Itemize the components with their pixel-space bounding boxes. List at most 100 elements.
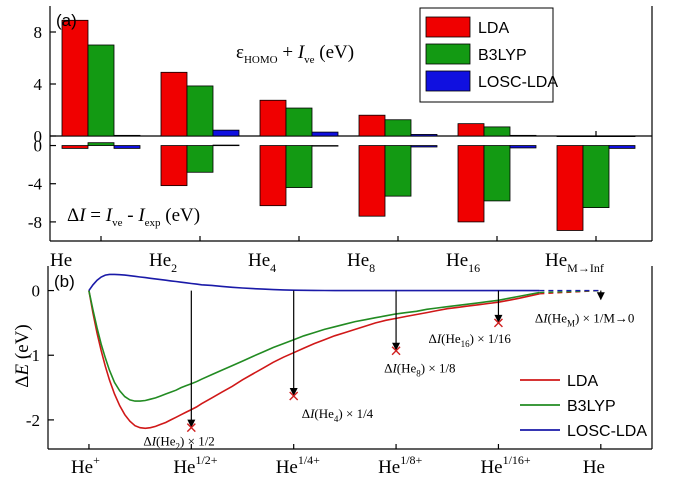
panel-b-arrow-head [289, 387, 298, 396]
panel-b-ticks: 0 -1 -2 [26, 282, 602, 449]
panel-b-lines [88, 273, 601, 430]
panel-a-bottom-bar-lda-he2 [160, 145, 188, 187]
panel-a-top-bar-lda-he4 [259, 99, 287, 137]
panel-b-line-losc-lda [88, 273, 540, 292]
panel-b-line-lda [88, 290, 540, 430]
panel-a-top-bar-losc-lda-he4 [311, 131, 339, 137]
panel-b-ytick-label: 0 [32, 282, 41, 301]
panel-a-bottom-bar-lda-he4 [259, 145, 287, 207]
panel-b-y-label: ΔE (eV) [12, 324, 33, 387]
panel-a-category-he16: He16 [446, 250, 480, 275]
panel-a-bottom-bar-b3lyp-he8 [384, 145, 412, 197]
panel-a-bottom-bar-b3lyp-he16 [483, 145, 511, 202]
panel-b-label: (b) [54, 272, 75, 291]
panel-a-legend: LDA B3LYP LOSC-LDA [419, 7, 558, 103]
panel-b-arrow-head [596, 292, 605, 301]
panel-a-top-ytick-label: 4 [34, 75, 43, 94]
panel-a-top-title: εHOMO + Ive (eV) [236, 42, 354, 66]
panel-b-arrow-head [187, 419, 196, 428]
panel-a-bottom-bar-lda-he8 [358, 145, 386, 217]
panel-a-top-bar-losc-lda-he8 [410, 134, 438, 137]
panel-a-bottom-bar-losc-lda-he4 [311, 145, 339, 147]
panel-a-bottom-bar-losc-lda-he16 [509, 145, 537, 149]
panel-b-category-4: He1/16+ [480, 453, 530, 478]
panel-a-top-bar-losc-lda-he2 [212, 129, 240, 137]
panel-a-top: 0 4 8 (a) εHOMO + Ive (eV) LDA B3LYP LOSC-… [34, 6, 653, 146]
panel-b-dashed-b3lyp [539, 289, 601, 294]
panel-a-bottom: 0-4-8 ΔI = Ive - Iexp (eV) He He2 He4 He8 He… [28, 136, 653, 275]
panel-b-arrow-label-3: ΔI(He16) × 1/16 [428, 331, 511, 349]
panel-b-arrows: ΔI(He2) × 1/2 ΔI(He4) × 1/4 ΔI(He8) × 1/8 Δ… [143, 290, 635, 452]
panel-a-category-he: He [50, 250, 72, 271]
panel-b: 0 -1 -2 ΔI(He2) × 1/2 ΔI(He4) × 1/4 ΔI(He8) … [12, 266, 653, 478]
panel-a-bottom-bar-b3lyp-hem-inf [582, 145, 610, 208]
panel-a-top-bar-b3lyp-he4 [285, 107, 313, 137]
panel-a-top-bar-lda-he8 [358, 114, 386, 137]
panel-b-arrow-label-4: ΔI(HeM) × 1/M→0 [535, 310, 635, 328]
panel-b-category-labels: He+ He1/2+ He1/4+ He1/8+ He1/16+ He [71, 453, 605, 478]
panel-b-cross-marker [493, 318, 503, 328]
legend-label-b3lyp: B3LYP [478, 47, 527, 64]
legend-b-label-losc: LOSC-LDA [567, 423, 647, 440]
panel-a-top-bar-losc-lda-he [113, 134, 141, 137]
legend-swatch-lda [425, 16, 471, 38]
panel-a-bottom-ytick-label: -8 [28, 213, 42, 232]
panel-a-bottom-bar-losc-lda-hem-inf [608, 145, 636, 149]
panel-a-bottom-bars [61, 142, 636, 231]
legend-swatch-b3lyp [425, 43, 471, 65]
legend-label-lda: LDA [478, 20, 509, 37]
legend-label-losc: LOSC-LDA [478, 74, 558, 91]
panel-a-bottom-bar-lda-hem-inf [556, 145, 584, 231]
panel-a-top-bars [61, 19, 636, 138]
panel-b-cross-marker [289, 391, 299, 401]
panel-a-top-bar-b3lyp-he2 [186, 85, 214, 137]
panel-a-top-bar-lda-he2 [160, 71, 188, 137]
panel-a-bottom-ytick-label: 0 [34, 137, 43, 156]
panel-a-top-bar-b3lyp-he [87, 44, 115, 137]
panel-b-arrow-head [392, 342, 401, 351]
panel-a-bottom-bar-losc-lda-he2 [212, 144, 240, 147]
panel-a-top-bar-losc-lda-hem-inf [608, 135, 636, 138]
panel-a-bottom-bar-b3lyp-he2 [186, 145, 214, 173]
panel-b-category-1: He1/2+ [173, 453, 217, 478]
panel-b-arrow-head [494, 314, 503, 323]
panel-b-category-0: He+ [71, 453, 100, 478]
panel-a-top-bar-lda-he [61, 19, 89, 137]
panel-a-top-bar-lda-he16 [457, 123, 485, 137]
panel-a-bottom-bar-lda-he [61, 145, 89, 149]
panel-a-category-he2: He2 [149, 250, 177, 275]
panel-b-arrow-label-1: ΔI(He4) × 1/4 [302, 406, 374, 424]
panel-b-category-3: He1/8+ [378, 453, 422, 478]
panel-a-category-he8: He8 [347, 250, 375, 275]
panel-b-ytick-label: -2 [26, 411, 40, 430]
panel-a-category-labels: He He2 He4 He8 He16 HeM→Inf [50, 250, 604, 275]
panel-b-category-2: He1/4+ [276, 453, 320, 478]
panel-a-bottom-bar-lda-he16 [457, 145, 485, 223]
panel-b-category-5: He [583, 457, 605, 478]
panel-a-category-he4: He4 [248, 250, 276, 275]
panel-a-bottom-ticks: 0 -4 -8 [28, 137, 597, 241]
panel-b-cross-marker [391, 346, 401, 356]
panel-a-bottom-ytick-label: -4 [28, 175, 43, 194]
panel-a-label: (a) [56, 11, 77, 30]
panel-b-ytick-label: -1 [26, 346, 40, 365]
panel-b-arrow-label-0: ΔI(He2) × 1/2 [143, 434, 215, 452]
panel-a-bottom-bar-b3lyp-he [87, 142, 115, 146]
panel-a-top-bar-lda-hem-inf [556, 135, 584, 138]
panel-a-top-bar-b3lyp-hem-inf [582, 135, 610, 138]
panel-a-bottom-bar-losc-lda-he8 [410, 145, 438, 148]
legend-b-label-lda: LDA [567, 373, 598, 390]
panel-a-bottom-title: ΔI = Ive - Iexp (eV) [67, 205, 200, 229]
panel-a-top-bar-b3lyp-he8 [384, 119, 412, 137]
panel-a-bottom-bar-b3lyp-he4 [285, 145, 313, 188]
panel-b-cross-marker [186, 423, 196, 433]
panel-b-arrow-label-2: ΔI(He8) × 1/8 [384, 361, 456, 379]
panel-a-bottom-bar-losc-lda-he [113, 145, 141, 149]
panel-a-top-ytick-label: 0 [34, 127, 43, 146]
panel-a-top-ytick-label: 8 [34, 23, 43, 42]
panel-a-category-hem-inf: HeM→Inf [545, 250, 604, 275]
panel-a-top-bar-losc-lda-he16 [509, 134, 537, 137]
panel-b-line-b3lyp [88, 290, 540, 402]
panel-a-top-bar-b3lyp-he16 [483, 126, 511, 137]
